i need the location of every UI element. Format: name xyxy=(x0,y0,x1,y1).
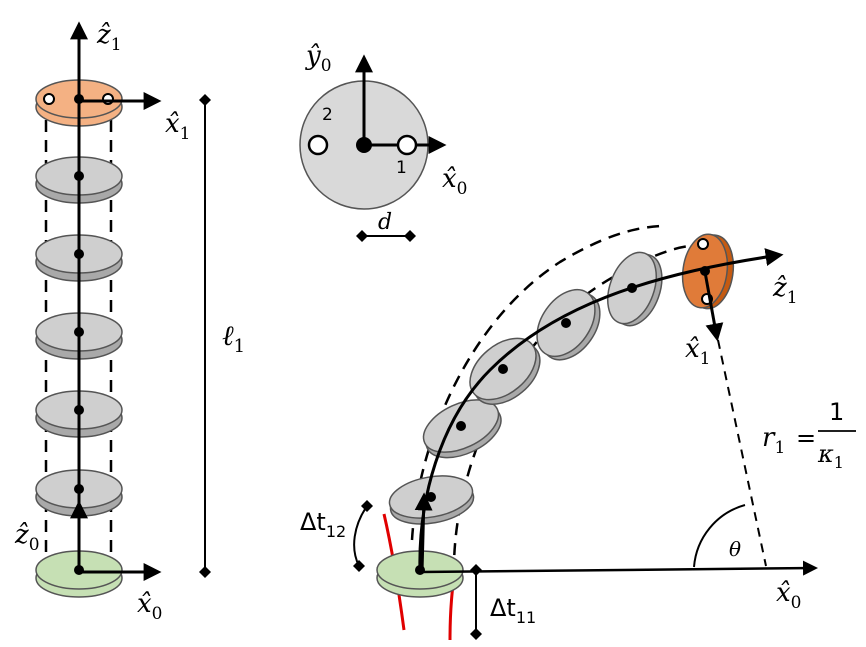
bent-stack: ẑ1 x̂1 x̂0 r1 = 1 κ1 θ Δt12 Δt11 xyxy=(300,224,856,641)
svg-text:1: 1 xyxy=(829,398,844,426)
y0-label: ŷ0 xyxy=(305,41,332,76)
x0-label: x̂0 xyxy=(137,589,163,624)
x1-label-bent: x̂1 xyxy=(685,334,711,369)
spacing-label: d xyxy=(378,210,392,235)
gray-disk xyxy=(469,337,541,405)
gray-disk xyxy=(607,251,663,327)
tendon-guide-outer xyxy=(452,244,691,576)
hole-2-label: 2 xyxy=(322,105,333,125)
dt12-bracket xyxy=(353,505,368,567)
z0-arrow-bent xyxy=(414,492,433,573)
gray-disk xyxy=(536,288,601,361)
x1-label: x̂1 xyxy=(165,109,191,144)
straight-stack: ẑ1 x̂1 ẑ0 x̂0 ℓ1 xyxy=(14,20,245,624)
z0-label: ẑ0 xyxy=(14,520,40,555)
dt12-label: Δt12 xyxy=(300,508,346,541)
svg-text:=: = xyxy=(796,424,816,452)
length-label: ℓ1 xyxy=(222,319,245,357)
radius-equation: r1 = 1 κ1 xyxy=(762,398,856,472)
x0-label-bent: x̂0 xyxy=(776,578,802,613)
cross-section: 2 1 ŷ0 x̂0 d xyxy=(299,41,468,242)
svg-text:r1: r1 xyxy=(762,423,785,458)
theta-label: θ xyxy=(729,537,741,561)
radius-line xyxy=(717,339,767,567)
theta-arc xyxy=(693,504,746,568)
z1-label-bent: ẑ1 xyxy=(772,273,798,308)
x1-arrow-bent xyxy=(703,271,724,342)
svg-text:κ1: κ1 xyxy=(817,440,844,472)
dt11-label: Δt11 xyxy=(490,594,536,627)
z1-label: ẑ1 xyxy=(96,20,122,55)
x0-label-cross: x̂0 xyxy=(442,164,468,199)
hole-1-label: 1 xyxy=(396,158,407,178)
x0-arrow-bent xyxy=(419,560,818,576)
